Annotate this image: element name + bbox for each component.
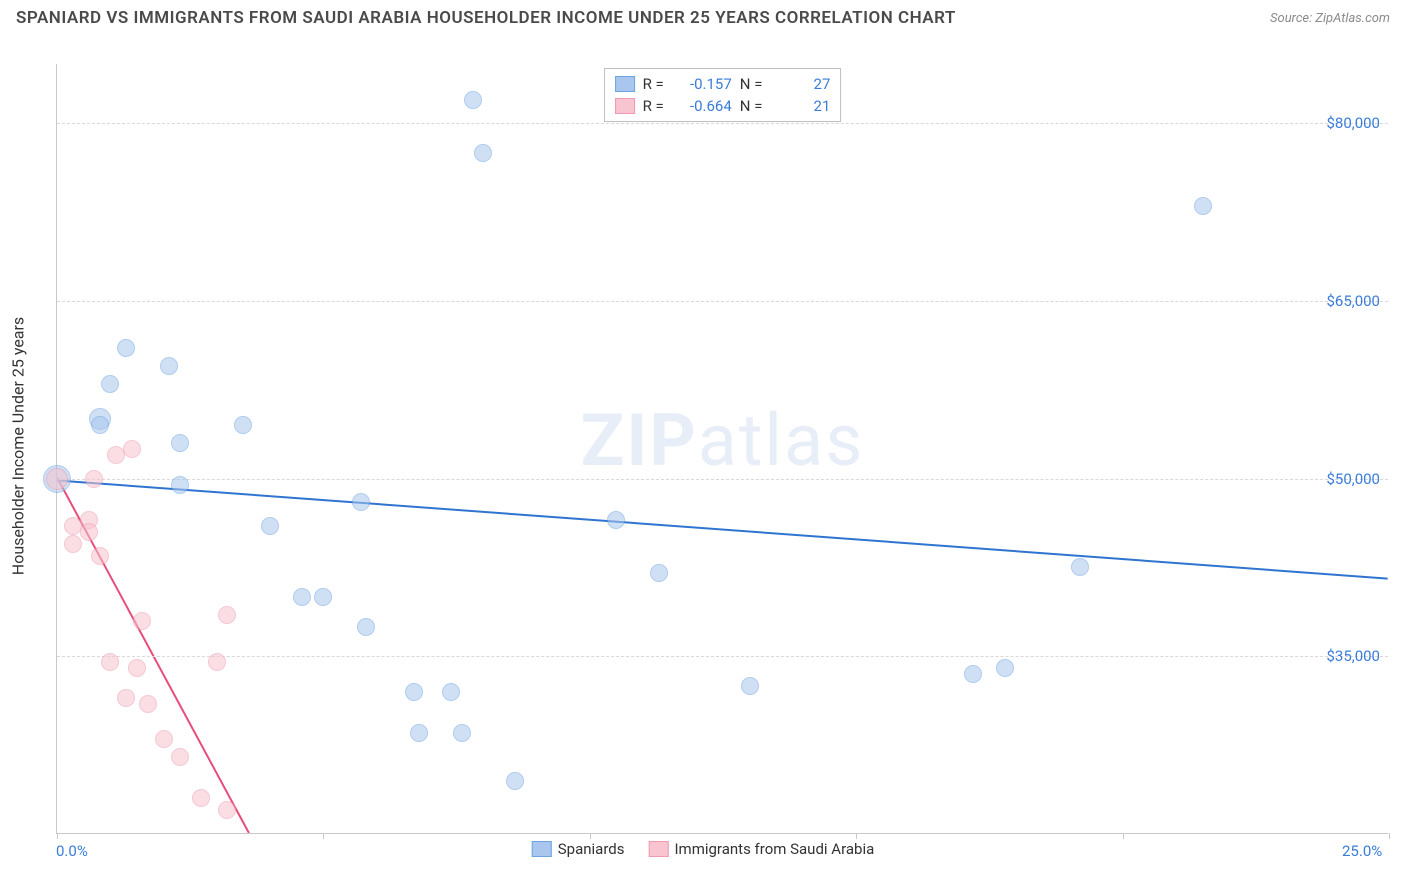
data-point [123,440,141,458]
data-point [91,547,109,565]
data-point [1194,197,1212,215]
data-point [101,375,119,393]
watermark: ZIPatlas [581,398,865,483]
data-point [964,665,982,683]
source-label: Source: ZipAtlas.com [1270,11,1390,26]
regression-lines [57,64,1388,833]
watermark-bold: ZIP [581,398,698,483]
data-point [357,618,375,636]
data-point [996,659,1014,677]
data-point [410,724,428,742]
data-point [442,683,460,701]
data-point [352,493,370,511]
data-point [128,659,146,677]
data-point [101,653,119,671]
data-point [192,789,210,807]
data-point [171,434,189,452]
x-tick [856,833,857,839]
x-axis-max-label: 25.0% [1342,842,1382,860]
data-point [64,535,82,553]
data-point [117,689,135,707]
data-point [506,772,524,790]
y-axis-title: Householder Income Under 25 years [9,317,28,575]
title-bar: SPANIARD VS IMMIGRANTS FROM SAUDI ARABIA… [0,0,1406,34]
swatch-series1 [615,76,635,92]
gridline [57,123,1388,124]
legend-label-series1: Spaniards [558,840,625,858]
legend-bottom: Spaniards Immigrants from Saudi Arabia [532,840,875,858]
data-point [133,612,151,630]
data-point [405,683,423,701]
legend-item-series1: Spaniards [532,840,625,858]
y-tick-label: $80,000 [1326,114,1380,132]
data-point [1071,558,1089,576]
y-tick-label: $65,000 [1326,292,1380,310]
x-tick [323,833,324,839]
legend-correlation-box: R = -0.157 N = 27 R = -0.664 N = 21 [604,68,842,122]
data-point [218,801,236,819]
data-point [91,416,109,434]
gridline [57,479,1388,480]
data-point [139,695,157,713]
x-tick [1123,833,1124,839]
data-point [218,606,236,624]
x-tick [590,833,591,839]
n-label: N = [740,97,763,115]
data-point [474,144,492,162]
r-label: R = [643,97,664,115]
data-point [171,476,189,494]
legend-row-series1: R = -0.157 N = 27 [615,73,831,95]
chart-title: SPANIARD VS IMMIGRANTS FROM SAUDI ARABIA… [16,8,956,28]
x-axis-min-label: 0.0% [56,842,88,860]
watermark-rest: atlas [698,398,865,483]
swatch-series2 [615,98,635,114]
legend-label-series2: Immigrants from Saudi Arabia [674,840,874,858]
data-point [741,677,759,695]
data-point [464,91,482,109]
data-point [171,748,189,766]
data-point [160,357,178,375]
data-point [155,730,173,748]
swatch-series2 [648,841,668,857]
y-tick-label: $50,000 [1326,470,1380,488]
data-point [85,470,103,488]
r-label: R = [643,75,664,93]
r-value-series2: -0.664 [672,97,732,115]
data-point [453,724,471,742]
n-label: N = [740,75,763,93]
x-tick [1389,833,1390,839]
data-point [314,588,332,606]
data-point [293,588,311,606]
plot-area: ZIPatlas R = -0.157 N = 27 R = -0.664 N … [56,64,1388,834]
data-point [80,523,98,541]
data-point [117,339,135,357]
gridline [57,301,1388,302]
swatch-series1 [532,841,552,857]
legend-row-series2: R = -0.664 N = 21 [615,95,831,117]
n-value-series1: 27 [770,75,830,93]
x-tick [57,833,58,839]
n-value-series2: 21 [770,97,830,115]
data-point [234,416,252,434]
r-value-series1: -0.157 [672,75,732,93]
data-point [607,511,625,529]
data-point [650,564,668,582]
y-tick-label: $35,000 [1326,647,1380,665]
legend-item-series2: Immigrants from Saudi Arabia [648,840,874,858]
data-point [46,468,68,490]
data-point [208,653,226,671]
data-point [261,517,279,535]
regression-line [57,480,1387,578]
gridline [57,656,1388,657]
